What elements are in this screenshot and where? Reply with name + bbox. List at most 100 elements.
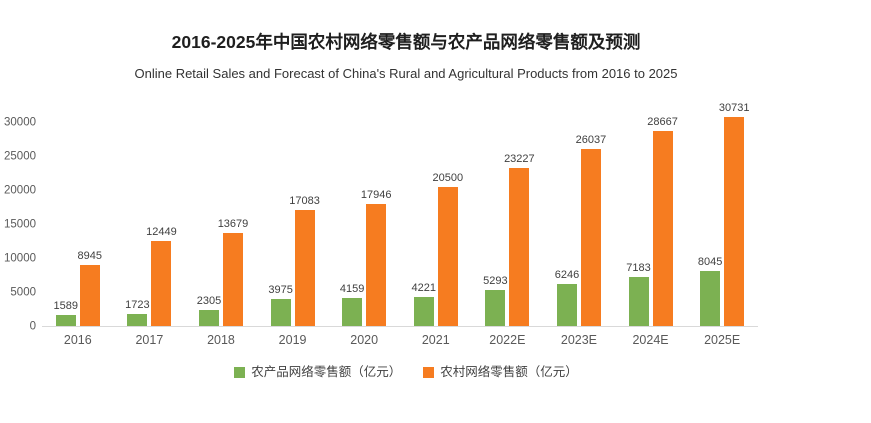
legend-swatch-orange bbox=[423, 367, 435, 378]
bar-group-2023E: 6246 26037 2023E bbox=[543, 99, 615, 347]
data-label-rural-2024E: 28667 bbox=[647, 116, 678, 129]
legend-swatch-green bbox=[234, 367, 246, 378]
data-label-agricultural-2018: 2305 bbox=[196, 295, 222, 308]
bar-agricultural-2023E bbox=[556, 283, 577, 326]
bar-chart: 0 5000 10000 15000 20000 25000 30000 1589 8945 2… bbox=[4, 99, 806, 347]
bar-agricultural-2017 bbox=[127, 314, 148, 326]
bar-wrap: 20500 bbox=[432, 172, 463, 326]
bar-agricultural-2024E bbox=[628, 277, 649, 326]
bar-group-2025E: 8045 30731 2025E bbox=[686, 99, 758, 347]
bar-group-2024E: 7183 28667 2024E bbox=[615, 99, 687, 347]
data-label-rural-2020: 17946 bbox=[360, 189, 392, 202]
bar-group-2019: 3975 17083 2019 bbox=[257, 99, 329, 347]
bar-wrap: 30731 bbox=[719, 102, 749, 326]
bar-rural-2017 bbox=[151, 241, 172, 326]
bar-wrap: 13679 bbox=[218, 218, 248, 326]
bar-wrap: 3975 bbox=[268, 284, 293, 326]
chart-title: 2016-2025年中国农村网络零售额与农产品网络零售额及预测 bbox=[171, 32, 641, 52]
x-axis-label-2025E: 2025E bbox=[704, 333, 741, 347]
bar-agricultural-2019 bbox=[270, 298, 291, 326]
data-label-agricultural-2016: 1589 bbox=[53, 300, 79, 313]
x-axis-label-2022E: 2022E bbox=[489, 333, 526, 347]
bar-wrap: 1723 bbox=[125, 299, 150, 326]
bar-group-2017: 1723 12449 2017 bbox=[114, 99, 186, 347]
bar-group-2021: 4221 20500 2021 bbox=[400, 99, 472, 347]
chart-subtitle: Online Retail Sales and Forecast of Chin… bbox=[134, 66, 678, 81]
bar-wrap: 28667 bbox=[647, 116, 678, 326]
bar-wrap: 2305 bbox=[197, 295, 221, 326]
bar-rural-2023E bbox=[580, 149, 601, 326]
legend-label-agricultural: 农产品网络零售额（亿元） bbox=[251, 365, 402, 379]
data-label-agricultural-2021: 4221 bbox=[411, 282, 437, 295]
data-label-agricultural-2019: 3975 bbox=[268, 283, 293, 296]
bar-wrap: 6246 bbox=[555, 269, 579, 326]
y-axis: 0 5000 10000 15000 20000 25000 30000 bbox=[4, 100, 42, 333]
bar-pair: 4221 20500 bbox=[412, 172, 463, 326]
bar-rural-2016 bbox=[79, 265, 100, 326]
x-axis-label-2016: 2016 bbox=[63, 333, 92, 347]
x-axis-label-2024E: 2024E bbox=[632, 333, 669, 347]
bar-rural-2025E bbox=[724, 117, 745, 326]
bar-wrap: 1589 bbox=[54, 300, 78, 326]
x-axis-label-2021: 2021 bbox=[421, 333, 450, 347]
bar-wrap: 7183 bbox=[626, 262, 651, 326]
x-axis-label-2020: 2020 bbox=[350, 333, 379, 347]
bar-wrap: 4221 bbox=[412, 282, 436, 326]
plot-area: 1589 8945 2016 1723 12449 2017 2305 13679 2018 39… bbox=[42, 99, 758, 347]
data-label-rural-2023E: 26037 bbox=[575, 134, 607, 147]
bar-agricultural-2016 bbox=[55, 315, 76, 326]
legend: 农产品网络零售额（亿元） 农村网络零售额（亿元） bbox=[6, 365, 806, 380]
y-tick-label: 20000 bbox=[4, 184, 36, 197]
bar-agricultural-2025E bbox=[700, 271, 721, 326]
bar-agricultural-2018 bbox=[198, 310, 219, 326]
bar-pair: 2305 13679 bbox=[197, 218, 248, 326]
data-label-agricultural-2017: 1723 bbox=[125, 299, 150, 312]
legend-item-agricultural: 农产品网络零售额（亿元） bbox=[234, 365, 401, 380]
chart-container: 2016-2025年中国农村网络零售额与农产品网络零售额及预测 Online R… bbox=[4, 30, 806, 380]
bar-pair: 1723 12449 bbox=[125, 226, 177, 326]
data-label-rural-2016: 8945 bbox=[77, 250, 103, 263]
data-label-rural-2019: 17083 bbox=[289, 194, 320, 207]
bar-wrap: 12449 bbox=[146, 226, 177, 326]
bar-wrap: 17083 bbox=[289, 195, 320, 326]
data-label-rural-2017: 12449 bbox=[146, 226, 177, 239]
bar-rural-2019 bbox=[294, 209, 315, 326]
bar-agricultural-2022E bbox=[485, 290, 506, 326]
bar-pair: 3975 17083 bbox=[268, 195, 320, 326]
data-label-rural-2021: 20500 bbox=[432, 171, 464, 184]
bar-rural-2022E bbox=[509, 168, 530, 326]
bar-pair: 6246 26037 bbox=[555, 134, 606, 326]
data-label-agricultural-2020: 4159 bbox=[339, 282, 365, 295]
data-label-rural-2018: 13679 bbox=[217, 218, 249, 231]
bar-pair: 8045 30731 bbox=[698, 102, 749, 326]
y-tick-label: 10000 bbox=[4, 252, 36, 265]
y-tick-label: 0 bbox=[29, 320, 36, 333]
data-label-rural-2022E: 23227 bbox=[504, 153, 535, 166]
legend-item-rural: 农村网络零售额（亿元） bbox=[423, 365, 578, 380]
data-label-agricultural-2025E: 8045 bbox=[697, 256, 723, 269]
legend-label-rural: 农村网络零售额（亿元） bbox=[440, 365, 578, 379]
bar-wrap: 5293 bbox=[483, 275, 508, 326]
bar-pair: 5293 23227 bbox=[483, 153, 535, 326]
x-axis-label-2023E: 2023E bbox=[560, 333, 598, 347]
data-label-agricultural-2023E: 6246 bbox=[554, 268, 580, 281]
y-tick-label: 30000 bbox=[4, 116, 36, 129]
data-label-agricultural-2024E: 7183 bbox=[626, 262, 651, 275]
x-axis-label-2019: 2019 bbox=[278, 333, 307, 347]
bar-wrap: 26037 bbox=[576, 134, 606, 326]
bar-wrap: 17946 bbox=[361, 189, 391, 326]
bar-rural-2020 bbox=[366, 204, 387, 326]
y-tick-label: 15000 bbox=[4, 218, 36, 231]
bar-group-2020: 4159 17946 2020 bbox=[328, 99, 400, 347]
data-label-rural-2025E: 30731 bbox=[718, 102, 750, 115]
bar-group-2016: 1589 8945 2016 bbox=[42, 99, 114, 347]
bar-wrap: 8045 bbox=[698, 256, 722, 326]
bar-wrap: 8945 bbox=[78, 250, 102, 326]
bar-rural-2024E bbox=[652, 131, 673, 326]
bar-group-2018: 2305 13679 2018 bbox=[185, 99, 257, 347]
bar-wrap: 23227 bbox=[504, 153, 535, 326]
bar-wrap: 4159 bbox=[340, 283, 364, 326]
bar-rural-2018 bbox=[222, 233, 243, 326]
bar-pair: 7183 28667 bbox=[626, 116, 678, 326]
